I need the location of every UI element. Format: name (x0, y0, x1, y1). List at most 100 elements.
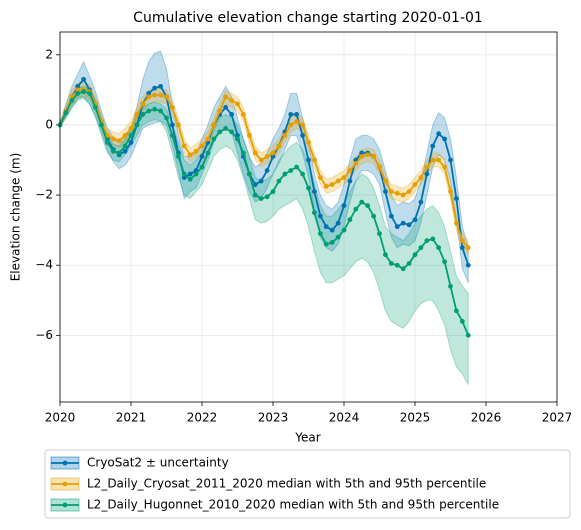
data-point (169, 133, 175, 138)
data-point (329, 182, 335, 187)
y-tick-label: −4 (35, 258, 53, 272)
data-point (223, 94, 229, 100)
data-point (270, 150, 276, 156)
data-point (217, 129, 223, 135)
data-point (235, 101, 240, 107)
data-point (164, 94, 169, 100)
chart-title: Cumulative elevation change starting 202… (133, 10, 483, 26)
plot-frame (59, 31, 558, 403)
data-point (158, 83, 164, 89)
data-point (406, 261, 412, 266)
data-point (418, 245, 424, 251)
data-point (288, 112, 294, 117)
data-point (229, 112, 235, 117)
data-point (134, 112, 140, 117)
data-point (134, 122, 140, 128)
data-point (453, 196, 459, 201)
data-point (382, 189, 388, 194)
data-point (448, 189, 453, 194)
data-point (400, 266, 406, 272)
data-point (418, 175, 424, 180)
data-point (146, 108, 152, 114)
data-point (365, 152, 371, 158)
data-point (152, 85, 158, 91)
data-point (140, 112, 146, 117)
data-point (175, 122, 181, 128)
x-tick-label: 2027 (542, 411, 573, 425)
data-point (424, 238, 430, 244)
data-point (181, 175, 187, 180)
uncertainty-band (59, 85, 469, 387)
y-tick-label: 0 (45, 117, 53, 131)
data-point (116, 150, 122, 156)
data-point (406, 222, 412, 228)
data-point (128, 140, 134, 145)
data-point (158, 92, 164, 98)
legend-box (44, 449, 571, 519)
data-point (282, 171, 288, 177)
data-point (181, 171, 187, 177)
data-point (187, 171, 193, 177)
data-point (406, 189, 412, 194)
y-tick-label: −2 (35, 188, 53, 202)
data-point (388, 213, 394, 219)
data-point (453, 220, 459, 226)
data-point (199, 143, 205, 149)
data-point (430, 143, 436, 149)
data-point (63, 110, 69, 116)
data-point (288, 122, 294, 128)
data-point (317, 175, 323, 180)
data-point (424, 171, 430, 177)
data-point (323, 241, 329, 247)
x-tick-label: 2026 (471, 411, 502, 425)
data-point (371, 213, 377, 219)
data-point (329, 227, 335, 233)
x-tick-label: 2025 (400, 411, 431, 425)
data-point (465, 332, 471, 338)
data-point (353, 206, 359, 212)
data-point (335, 178, 341, 184)
data-point (93, 105, 98, 110)
data-point (69, 97, 75, 103)
data-point (217, 108, 223, 114)
data-point (199, 164, 205, 170)
data-point (430, 157, 436, 163)
x-tick-label: 2021 (116, 411, 147, 425)
data-point (128, 126, 134, 131)
data-point (205, 136, 211, 142)
data-point (205, 150, 211, 156)
data-point (211, 136, 217, 142)
data-point (146, 94, 152, 100)
data-point (193, 148, 199, 154)
data-point (424, 164, 430, 170)
data-point (75, 90, 81, 96)
data-point (323, 224, 329, 230)
data-point (412, 182, 418, 187)
data-point (246, 171, 252, 177)
data-point (453, 308, 459, 314)
legend-marker (62, 502, 68, 508)
x-tick-label: 2022 (187, 411, 218, 425)
legend-label: CryoSat2 ± uncertainty (87, 456, 229, 470)
data-point (388, 261, 394, 266)
data-point (104, 140, 110, 145)
data-point (335, 220, 341, 226)
data-point (164, 115, 169, 121)
data-point (335, 234, 341, 240)
data-point (223, 105, 229, 110)
data-point (306, 157, 311, 163)
data-point (252, 182, 258, 187)
data-point (258, 196, 264, 201)
data-point (459, 245, 465, 251)
data-point (442, 136, 448, 142)
data-point (122, 143, 128, 149)
data-point (306, 185, 311, 191)
data-point (394, 262, 400, 268)
data-point (442, 164, 448, 170)
data-point (169, 122, 175, 128)
legend-label: L2_Daily_Cryosat_2011_2020 median with 5… (87, 477, 486, 491)
data-point (465, 262, 471, 268)
data-point (264, 168, 270, 173)
data-point (240, 150, 246, 156)
data-point (87, 90, 93, 96)
